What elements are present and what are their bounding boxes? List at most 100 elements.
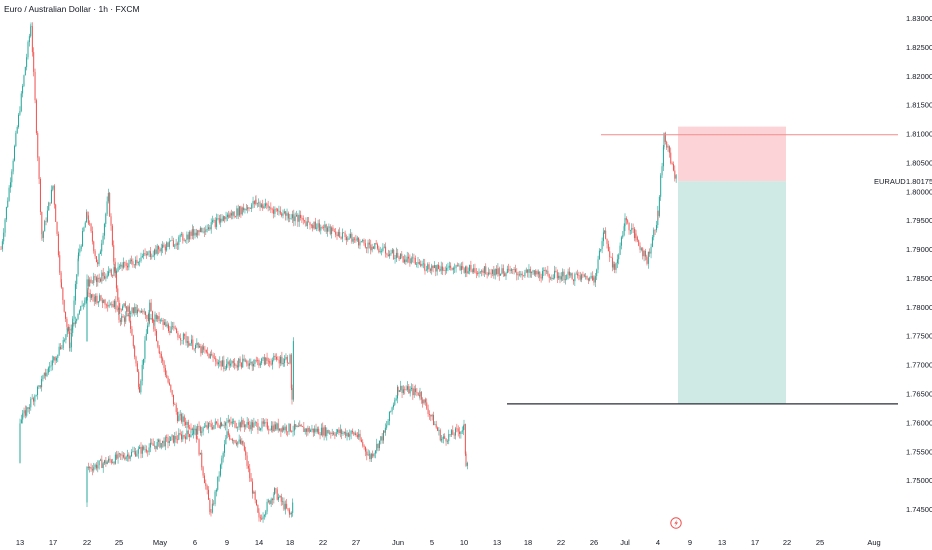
candle-body — [201, 346, 203, 354]
candle-body — [347, 432, 349, 437]
candle-body — [459, 265, 461, 271]
candle-body — [539, 271, 541, 278]
candle-body — [298, 214, 300, 222]
candle-body — [242, 440, 244, 446]
candle-body — [109, 304, 111, 306]
candle-body — [314, 221, 316, 229]
candle-body — [398, 390, 400, 392]
candle-body — [270, 363, 272, 365]
candle-body — [258, 512, 260, 518]
candle-body — [197, 426, 199, 435]
candle-body — [241, 440, 243, 444]
time-tick-label: 27 — [352, 538, 360, 547]
candle-body — [38, 157, 40, 179]
candle-body — [128, 263, 130, 268]
candle-body — [564, 279, 566, 281]
candle-body — [106, 275, 108, 277]
candle-body — [640, 248, 642, 250]
chart-title: Euro / Australian Dollar · 1h · FXCM — [4, 4, 140, 14]
price-axis[interactable]: 1.83000 1.82500 1.82000 1.81500 1.81000 1.805… — [906, 14, 932, 514]
candle-body — [454, 267, 456, 269]
candle-body — [316, 428, 318, 432]
time-tick-label: 17 — [751, 538, 759, 547]
candle-body — [124, 262, 126, 263]
candle-body — [529, 269, 531, 274]
candle-body — [187, 234, 189, 240]
candle-body — [317, 223, 319, 228]
stop-loss-zone[interactable] — [678, 126, 786, 182]
candle-body — [62, 287, 64, 300]
candle-body — [261, 421, 263, 429]
candle-body — [163, 361, 165, 369]
candle-body — [413, 257, 415, 259]
candle-body — [143, 358, 145, 365]
candle-body — [302, 217, 304, 221]
candle-body — [391, 249, 393, 253]
candle-body — [156, 245, 158, 254]
candle-body — [386, 425, 388, 428]
last-price-label: 1.80175 — [906, 177, 932, 186]
candle-body — [160, 443, 162, 448]
time-tick-label: 13 — [718, 538, 726, 547]
candle-body — [227, 431, 229, 436]
candle-body — [171, 390, 173, 395]
time-tick-label: Aug — [867, 538, 880, 547]
candle-body — [89, 279, 91, 287]
candle-body — [265, 511, 267, 516]
candle-body — [493, 269, 495, 276]
candle-body — [206, 229, 208, 230]
candle-body — [447, 267, 449, 269]
candle-body — [310, 430, 312, 432]
candle-body — [184, 333, 186, 336]
candle-body — [643, 250, 645, 257]
candle-body — [323, 227, 324, 229]
candle-body — [350, 430, 352, 435]
candle-body — [548, 274, 550, 278]
candle-body — [240, 362, 242, 368]
candle-body — [284, 358, 286, 364]
candle-body — [57, 354, 59, 358]
candle-body — [395, 252, 397, 259]
candle-body — [593, 277, 595, 283]
candle-body — [304, 220, 306, 222]
candle-body — [631, 227, 633, 231]
candle-body — [462, 266, 464, 269]
candle-body — [183, 416, 185, 422]
candle-body — [391, 407, 393, 412]
candle-body — [206, 425, 208, 429]
time-axis[interactable]: 13 17 22 25 May 6 9 14 18 22 27 Jun 5 10 13 18 22 26 Jul 4 9… — [16, 538, 881, 547]
candle-body — [559, 275, 561, 280]
candle-body — [259, 517, 261, 519]
candle-body — [334, 434, 336, 436]
candle-body — [218, 426, 220, 428]
candle-body — [86, 212, 88, 216]
candle-body — [244, 360, 246, 362]
candle-body — [118, 266, 120, 268]
candle-body — [279, 495, 281, 498]
candle-body — [650, 246, 652, 254]
candle-body — [122, 306, 124, 311]
candle-body — [331, 432, 333, 434]
candle-body — [419, 392, 421, 397]
candle-body — [517, 274, 519, 276]
candle-body — [229, 213, 231, 218]
candle-body — [339, 231, 341, 238]
candle-body — [91, 294, 93, 298]
candle-body — [625, 218, 627, 221]
candle-body — [92, 294, 94, 297]
candle-body — [138, 371, 140, 387]
candle-body — [546, 270, 547, 272]
price-tick-label: 1.82000 — [906, 72, 932, 81]
take-profit-zone[interactable] — [678, 181, 786, 404]
candle-body — [162, 358, 164, 362]
candle-body — [509, 269, 511, 271]
lightning-icon[interactable] — [670, 517, 682, 529]
candle-body — [95, 295, 97, 302]
candle-body — [606, 238, 608, 244]
candle-body — [387, 254, 389, 257]
candle-body — [143, 446, 145, 450]
candle-body — [129, 456, 131, 459]
candle-body — [174, 328, 176, 329]
candle-body — [456, 265, 458, 266]
